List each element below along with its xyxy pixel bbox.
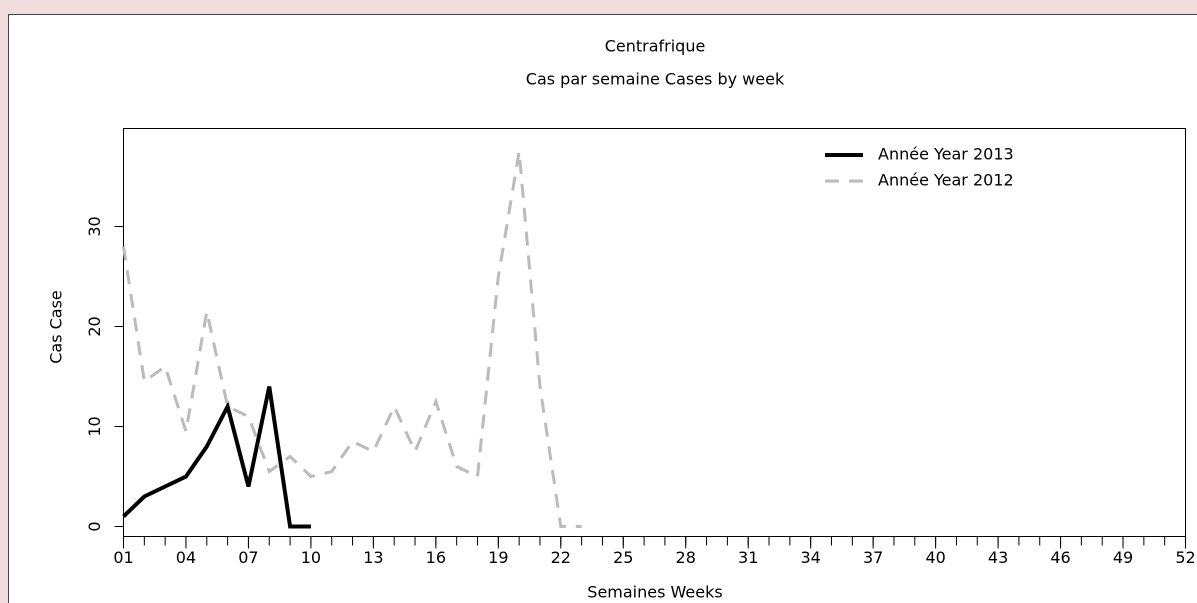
x-tick-label: 01 xyxy=(113,548,133,567)
x-tick-label: 31 xyxy=(738,548,758,567)
y-tick-label: 20 xyxy=(85,316,104,336)
series-line xyxy=(122,151,582,528)
x-tick-label: 19 xyxy=(488,548,508,567)
x-tick-label: 46 xyxy=(1050,548,1070,567)
legend-label: Année Year 2012 xyxy=(878,171,1014,190)
x-tick-label: 16 xyxy=(426,548,446,567)
x-tick-label: 04 xyxy=(176,548,196,567)
x-tick-label: 40 xyxy=(925,548,945,567)
x-tick-label: 10 xyxy=(301,548,321,567)
plot-frame xyxy=(123,128,1186,537)
x-tick-label: 13 xyxy=(363,548,383,567)
x-tick-label: 25 xyxy=(613,548,633,567)
x-tick-label: 07 xyxy=(238,548,258,567)
y-tick-label: 0 xyxy=(85,521,104,531)
chart-subtitle: Cas par semaine Cases by week xyxy=(526,70,785,89)
x-tick-label: 37 xyxy=(863,548,883,567)
x-tick-label: 28 xyxy=(676,548,696,567)
x-tick-label: 34 xyxy=(800,548,820,567)
chart-panel xyxy=(8,14,1197,603)
y-axis-label: Cas Case xyxy=(47,290,66,364)
chart-title: Centrafrique xyxy=(605,37,706,56)
x-axis-label: Semaines Weeks xyxy=(587,583,722,602)
x-tick-label: 49 xyxy=(1113,548,1133,567)
legend-label: Année Year 2013 xyxy=(878,145,1014,164)
x-tick-label: 43 xyxy=(988,548,1008,567)
series-line xyxy=(122,386,311,529)
x-tick-label: 52 xyxy=(1175,548,1195,567)
y-tick-label: 30 xyxy=(85,216,104,236)
y-tick-label: 10 xyxy=(85,416,104,436)
x-tick-label: 22 xyxy=(551,548,571,567)
